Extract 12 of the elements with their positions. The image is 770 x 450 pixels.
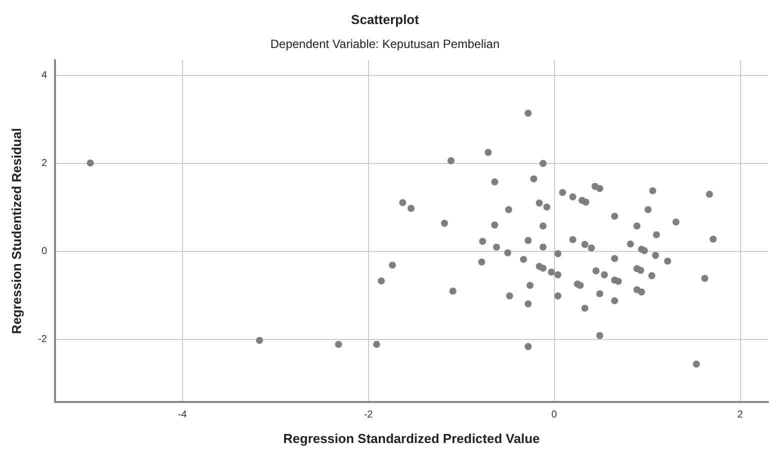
- x-tick-label: 2: [737, 410, 744, 420]
- y-tick-label: 0: [41, 246, 48, 257]
- x-tick-label: 0: [551, 410, 558, 420]
- x-tick-label: -4: [178, 410, 188, 420]
- chart-title: Scatterplot: [351, 12, 420, 27]
- y-tick-label: 2: [41, 158, 48, 169]
- y-tick-label: -2: [38, 334, 48, 345]
- y-tick-label: 4: [41, 70, 48, 81]
- x-axis-title: Regression Standardized Predicted Value: [283, 431, 540, 446]
- x-tick-label: -2: [364, 410, 374, 420]
- chart-subtitle: Dependent Variable: Keputusan Pembelian: [270, 37, 500, 51]
- y-axis-title: Regression Studentized Residual: [9, 128, 24, 334]
